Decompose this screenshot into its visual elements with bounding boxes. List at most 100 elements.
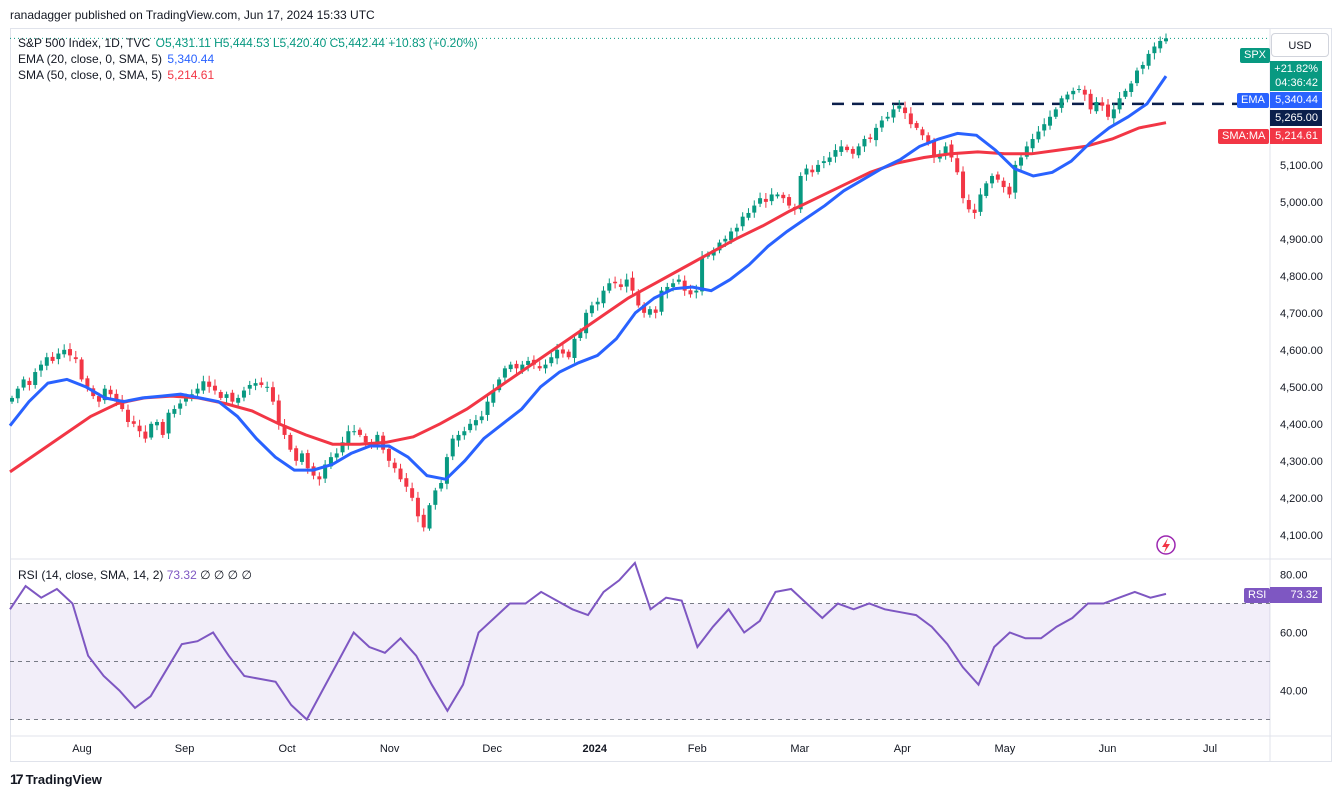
candle-body [781,194,786,199]
candle-body [1140,64,1145,69]
candle-body [1152,46,1157,54]
rsi-value-tag: 73.32 [1270,587,1322,603]
candle-body [79,359,84,380]
currency-button[interactable]: USD [1271,33,1329,57]
candle-body [816,164,821,172]
x-tick-label: Sep [175,743,195,755]
candle-body [410,488,415,498]
candle-body [642,304,647,313]
candle-body [62,349,67,355]
candle-body [201,381,206,391]
candle-body [85,378,90,387]
x-tick-label: Feb [688,743,707,755]
candle-body [317,476,322,480]
candle-body [392,462,397,469]
candle-body [856,146,861,156]
rsi-band [10,603,1270,720]
candle-body [659,290,664,312]
candle-body [700,257,705,292]
legend-rsi-label: RSI (14, close, SMA, 14, 2) [18,568,164,582]
candle-body [613,281,618,284]
legend-rsi-row: RSI (14, close, SMA, 14, 2) 73.32 ∅ ∅ ∅ … [18,568,252,582]
tradingview-logo[interactable]: 17 TradingView [10,771,102,787]
candle-body [120,399,125,410]
y-tick-label: 4,300.00 [1280,456,1323,468]
candle-body [955,158,960,173]
x-tick-label: Nov [380,743,400,755]
candle-body [537,366,542,369]
candle-body [1024,146,1029,157]
x-tick-label: 2024 [582,743,607,755]
candle-body [479,416,484,421]
candle-body [874,127,879,141]
candle-body [949,144,954,158]
candle-body [1065,94,1070,100]
lightning-icon [1156,535,1176,555]
y-tick-label: 4,900.00 [1280,234,1323,246]
candle-body [1059,98,1064,108]
candle-body [236,397,241,403]
candle-body [1048,116,1053,126]
rsi-tick-label: 40.00 [1280,686,1308,698]
candle-body [746,212,751,218]
candle-body [804,168,809,175]
candle-body [908,113,913,125]
candle-body [1001,180,1006,188]
candle-body [1019,157,1024,166]
candle-body [636,291,641,306]
spx-change-tag: +21.82% [1270,61,1322,77]
lightning-icon-ring [1156,535,1176,555]
candle-body [734,227,739,232]
y-tick-label: 4,800.00 [1280,271,1323,283]
candle-body [230,392,235,402]
candle-body [676,279,681,282]
legend-symbol-row: S&P 500 Index, 1D, TVC O5,431.11 H5,444.… [18,36,480,50]
rsi-line [9,560,1167,722]
spx-countdown-tag: 04:36:42 [1270,75,1322,91]
candle-body [172,409,177,414]
candle-body [1158,40,1163,49]
candle-body [787,197,792,206]
sma-50-line [9,121,1167,474]
candle-body [96,396,101,402]
y-tick-label: 4,400.00 [1280,419,1323,431]
candle-body [798,175,803,210]
candle-body [1088,93,1093,110]
candle-body [978,194,983,212]
candle-body [444,457,449,484]
candle-body [468,423,473,431]
candle-body [149,423,154,438]
candle-body [1117,98,1122,110]
candle-body [56,353,61,360]
candle-body [914,123,919,128]
y-tick-label: 5,100.00 [1280,160,1323,172]
candle-body [555,349,560,359]
candle-body [589,305,594,314]
candle-body [897,105,902,109]
candle-body [584,312,589,334]
candle-body [108,389,113,395]
candle-body [508,364,513,370]
candle-body [827,157,832,162]
candle-body [879,120,884,128]
candle-body [839,146,844,152]
candle-body [647,309,652,315]
candle-body [961,171,966,199]
candle-body [920,129,925,136]
legend-ema-value: 5,340.44 [167,52,215,66]
candle-body [328,457,333,467]
candle-body [1013,164,1018,193]
lightning-icon-bolt [1162,538,1170,553]
candle-body [218,392,223,398]
candle-body [125,409,130,422]
y-tick-label: 5,000.00 [1280,197,1323,209]
candle-body [502,368,507,378]
candle-body [439,483,444,489]
ema-name-tag: EMA [1237,93,1269,108]
candle-body [607,283,612,291]
candle-body [543,364,548,369]
candle-body [1053,109,1058,117]
candle-body [729,231,734,241]
legend-sma-value: 5,214.61 [167,68,215,82]
